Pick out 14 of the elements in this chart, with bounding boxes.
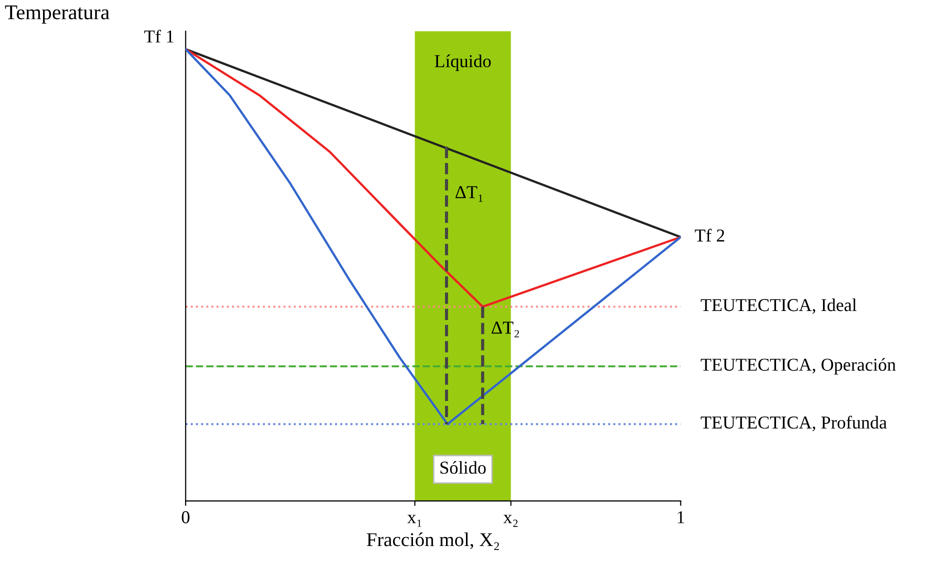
ref-line-label: TEUTECTICA, Profunda xyxy=(700,416,887,432)
annotation: Tf 1 xyxy=(144,30,174,42)
x-tick-label: x₂ xyxy=(503,514,518,527)
annotation: Tf 2 xyxy=(694,228,724,242)
x-tick-label: 1 xyxy=(678,511,684,524)
band-label: Líquido xyxy=(434,54,491,71)
ref-line-label: TEUTECTICA, Operación xyxy=(700,358,896,374)
x-tick-label: 0 xyxy=(182,511,190,524)
x-tick-label: x₁ xyxy=(407,514,422,527)
annotation: ΔT₁ xyxy=(456,186,483,202)
annotation: Sólido xyxy=(440,461,486,474)
x-axis-title: Fracción mol, X₂ xyxy=(366,532,499,550)
y-axis-title: Temperatura xyxy=(5,6,110,24)
ref-line-label: TEUTECTICA, Ideal xyxy=(700,298,857,314)
